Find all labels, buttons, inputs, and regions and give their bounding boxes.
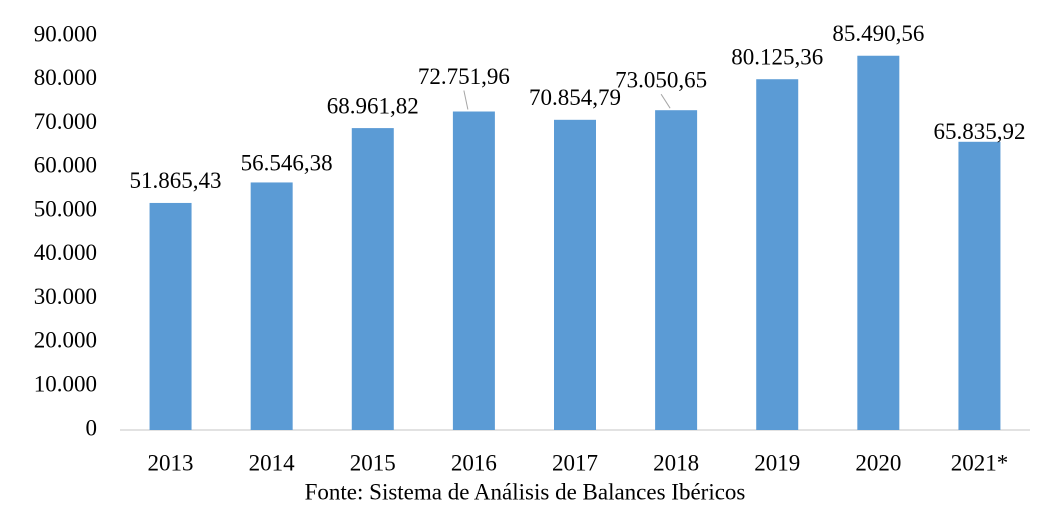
y-tick-label: 90.000 xyxy=(34,21,97,46)
x-tick-label: 2015 xyxy=(350,450,396,475)
x-tick-label: 2018 xyxy=(653,450,699,475)
y-tick-label: 20.000 xyxy=(34,328,97,353)
y-tick-label: 50.000 xyxy=(34,196,97,221)
bar xyxy=(351,128,394,431)
y-tick-label: 40.000 xyxy=(34,240,97,265)
bar xyxy=(756,79,799,431)
bar xyxy=(958,141,1001,430)
bar xyxy=(857,55,900,430)
y-tick-label: 30.000 xyxy=(34,284,97,309)
x-tick-label: 2020 xyxy=(855,450,901,475)
bar xyxy=(452,111,495,430)
x-tick-label: 2019 xyxy=(754,450,800,475)
data-label: 70.854,79 xyxy=(529,85,621,110)
data-label: 51.865,43 xyxy=(130,168,222,193)
data-label: 73.050,65 xyxy=(615,67,707,92)
y-tick-label: 80.000 xyxy=(34,65,97,90)
data-label: 65.835,92 xyxy=(933,119,1025,144)
leader-line xyxy=(463,90,469,110)
x-tick-label: 2014 xyxy=(249,450,296,475)
data-label: 80.125,36 xyxy=(731,45,823,70)
x-tick-label: 2016 xyxy=(451,450,497,475)
y-tick-label: 0 xyxy=(86,415,98,440)
source-note: Fonte: Sistema de Análisis de Balances I… xyxy=(305,479,746,504)
bar xyxy=(554,119,596,430)
x-tick-label: 2021* xyxy=(951,450,1009,475)
y-tick-label: 60.000 xyxy=(34,153,97,178)
x-tick-label: 2017 xyxy=(552,450,598,475)
y-tick-label: 70.000 xyxy=(34,109,97,134)
bar xyxy=(250,182,293,430)
x-tick-label: 2013 xyxy=(148,450,194,475)
data-label: 68.961,82 xyxy=(327,93,419,118)
bar xyxy=(655,110,698,430)
data-label: 85.490,56 xyxy=(832,21,924,46)
y-tick-label: 10.000 xyxy=(34,372,97,397)
data-label: 56.546,38 xyxy=(241,151,333,176)
leader-line xyxy=(660,93,671,109)
bar xyxy=(149,202,192,430)
data-label: 72.751,96 xyxy=(418,64,510,89)
